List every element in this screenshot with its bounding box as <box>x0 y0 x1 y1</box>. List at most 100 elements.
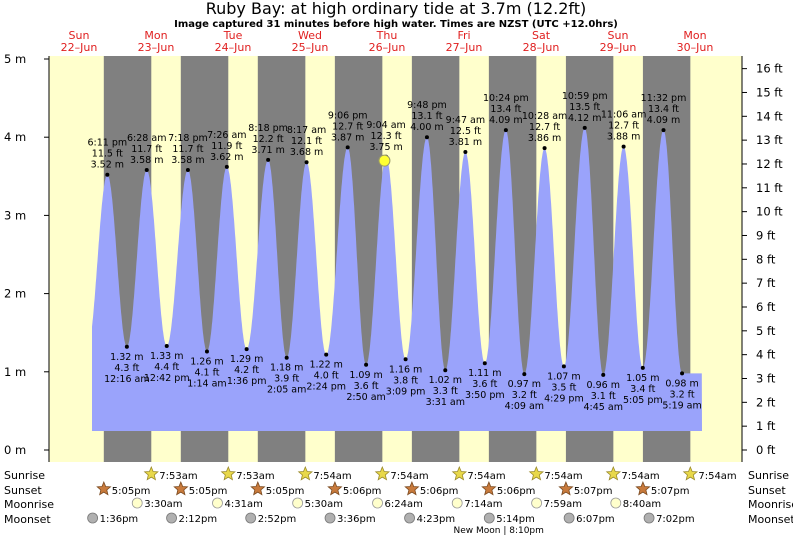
tide-ft-label: 4.2 ft <box>234 365 259 376</box>
tide-point <box>266 157 271 162</box>
sunset-icon <box>327 480 343 496</box>
chart-title: Ruby Bay: at high ordinary tide at 3.7m … <box>206 0 587 18</box>
tide-m-label: 3.68 m <box>290 147 323 158</box>
moonrise-row-label: Moonrise <box>4 498 54 511</box>
tide-point <box>482 361 487 366</box>
right-tick-label: 3 ft <box>756 371 776 385</box>
right-tick-label: 9 ft <box>756 228 776 242</box>
tide-time-label: 9:04 am <box>366 120 405 131</box>
sunset-time: 5:05pm <box>266 486 305 497</box>
tide-time-label: 1:36 pm <box>227 376 267 387</box>
tide-point <box>403 357 408 362</box>
tide-time-label: 10:28 am <box>522 111 567 122</box>
moonset-time: 7:02pm <box>656 514 695 525</box>
tide-ft-label: 13.4 ft <box>490 104 521 115</box>
right-tick-label: 16 ft <box>756 62 783 76</box>
tide-time-label: 4:29 pm <box>544 393 584 404</box>
tide-time-label: 7:18 pm <box>168 133 208 144</box>
sunrise-row-label-right: Sunrise <box>748 469 789 482</box>
tide-ft-label: 13.5 ft <box>569 102 600 113</box>
tide-point <box>364 362 369 367</box>
tide-ft-label: 3.3 ft <box>433 386 458 397</box>
tide-point <box>324 352 329 357</box>
tide-point <box>463 150 468 155</box>
tide-ft-label: 12.5 ft <box>450 126 481 137</box>
tide-ft-label: 13.4 ft <box>648 104 679 115</box>
tide-m-label: 3.81 m <box>449 137 482 148</box>
day-name: Fri <box>457 29 470 42</box>
moonrise-time: 6:24am <box>385 499 423 510</box>
tide-curve <box>92 127 702 432</box>
sunrise-time: 7:54am <box>313 471 351 482</box>
tide-time-label: 12:42 pm <box>144 373 190 384</box>
moonrise-icon <box>372 497 383 509</box>
tide-time-label: 3:50 pm <box>465 390 505 401</box>
sunset-time: 5:06pm <box>420 486 459 497</box>
tide-ft-label: 3.6 ft <box>472 379 497 390</box>
sunset-icon <box>481 480 497 496</box>
tide-point <box>640 365 645 370</box>
tide-ft-label: 11.7 ft <box>172 144 203 155</box>
tide-time-label: 2:05 am <box>267 385 306 396</box>
tide-ft-label: 3.2 ft <box>512 390 537 401</box>
day-name: Thu <box>376 29 398 42</box>
tide-point <box>601 372 606 377</box>
tide-time-label: 3:09 pm <box>386 386 426 397</box>
tide-m-label: 1.16 m <box>389 364 422 375</box>
day-name: Sat <box>532 29 551 42</box>
left-tick-label: 0 m <box>4 443 26 457</box>
moonrise-icon <box>610 497 622 509</box>
tide-point <box>424 135 429 140</box>
right-tick-label: 8 ft <box>756 252 776 266</box>
tide-ft-label: 4.4 ft <box>154 362 179 373</box>
sunset-time: 5:06pm <box>343 486 382 497</box>
tide-point <box>582 125 587 130</box>
tide-point <box>204 349 209 354</box>
day-name: Sun <box>608 29 629 42</box>
right-tick-label: 4 ft <box>756 348 776 362</box>
tide-ft-label: 4.0 ft <box>314 371 339 382</box>
sunrise-icon <box>374 465 391 481</box>
tide-time-label: 4:45 am <box>584 402 623 413</box>
moonrise-time: 7:59am <box>544 499 582 510</box>
sunrise-time: 7:53am <box>236 471 274 482</box>
left-tick-label: 3 m <box>4 208 26 222</box>
day-date: 29–Jun <box>600 41 637 54</box>
moonset-icon <box>404 512 415 524</box>
axes: 0 m 1 m 2 m 3 m 4 m 5 m 0 ft 1 ft 2 ft 3 ft 4 ft 5 … <box>4 29 783 462</box>
moonset-time: 2:52pm <box>258 514 297 525</box>
moonrise-time: 7:14am <box>464 499 502 510</box>
moonrise-icon <box>451 497 463 509</box>
tide-time-label: 4:09 am <box>505 401 544 412</box>
moonset-icon <box>643 512 655 524</box>
sunset-icon <box>173 480 189 496</box>
sunset-row-label-right: Sunset <box>748 484 786 497</box>
day-name: Sun <box>69 29 90 42</box>
tide-point <box>185 168 190 173</box>
day-date: 27–Jun <box>446 41 483 54</box>
moonset-icon <box>166 512 177 524</box>
tide-point <box>522 372 527 377</box>
tide-ft-label: 12.7 ft <box>529 122 560 133</box>
right-tick-label: 13 ft <box>756 133 783 147</box>
moonset-icon <box>563 512 575 524</box>
tide-ft-label: 4.1 ft <box>194 367 219 378</box>
tide-m-label: 0.98 m <box>665 378 698 389</box>
tide-point <box>561 364 566 369</box>
tide-time-label: 5:05 pm <box>623 395 663 406</box>
right-tick-label: 6 ft <box>756 300 776 314</box>
moonrise-time: 8:40am <box>623 499 661 510</box>
tide-ft-label: 12.7 ft <box>608 121 639 132</box>
right-tick-label: 11 ft <box>756 181 783 195</box>
right-tick-label: 14 ft <box>756 109 783 123</box>
sunset-time: 5:07pm <box>574 486 613 497</box>
tide-ft-label: 3.1 ft <box>591 391 616 402</box>
moonset-row-label-right: Moonset <box>748 513 793 526</box>
sunrise-icon <box>605 465 622 481</box>
tide-m-label: 1.05 m <box>626 373 659 384</box>
moonset-time: 2:12pm <box>179 514 218 525</box>
sunrise-time: 7:54am <box>621 471 659 482</box>
tide-time-label: 5:19 am <box>662 400 701 411</box>
